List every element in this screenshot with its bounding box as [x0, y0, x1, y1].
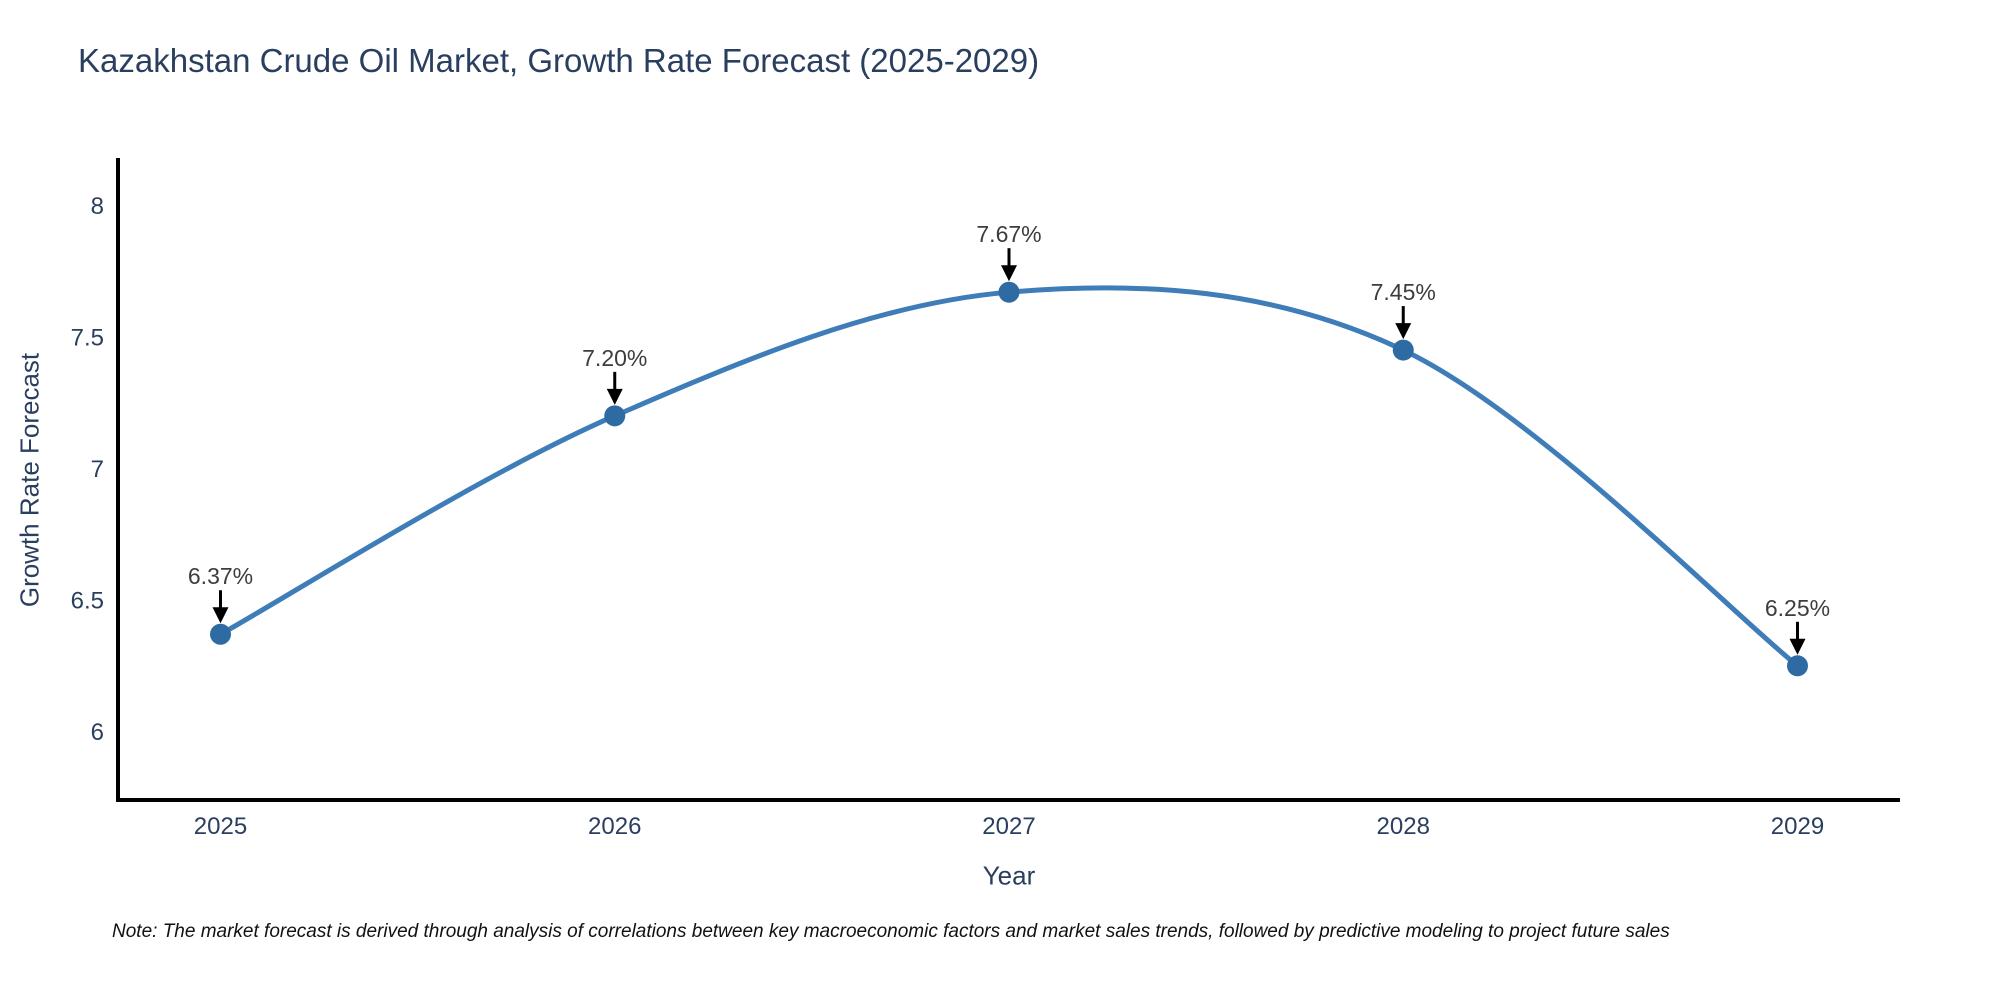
x-tick-label: 2027: [982, 813, 1035, 840]
forecast-line: [218, 285, 1800, 669]
y-tick-label: 6.5: [71, 588, 104, 615]
y-tick-label: 7: [91, 456, 104, 483]
x-tick-label: 2029: [1771, 813, 1824, 840]
data-label: 6.25%: [1765, 595, 1830, 621]
annotation-arrowhead-icon: [1001, 265, 1017, 282]
annotation-arrowhead-icon: [606, 388, 623, 405]
data-point-2029: [1786, 655, 1808, 677]
x-tick-label: 2025: [194, 813, 247, 840]
footnote: Note: The market forecast is derived thr…: [112, 921, 1670, 942]
data-point-2028: [1392, 339, 1414, 361]
x-tick-label: 2028: [1377, 813, 1430, 840]
y-tick-label: 8: [91, 193, 104, 220]
x-axis-title: Year: [982, 860, 1036, 891]
data-point-2025: [210, 623, 232, 645]
data-point-2026: [604, 405, 626, 427]
chart-title: Kazakhstan Crude Oil Market, Growth Rate…: [78, 42, 1040, 79]
annotation-arrowhead-icon: [212, 607, 229, 624]
data-label: 7.67%: [976, 221, 1041, 247]
data-label: 7.20%: [582, 345, 647, 371]
y-tick-label: 6: [91, 719, 104, 746]
x-tick-label: 2026: [588, 813, 641, 840]
y-tick-label: 7.5: [71, 324, 104, 351]
data-label: 6.37%: [188, 563, 253, 589]
data-label: 7.45%: [1371, 279, 1436, 305]
annotation-arrowhead-icon: [1789, 638, 1806, 655]
annotation-arrowhead-icon: [1395, 323, 1412, 340]
data-point-2027: [998, 281, 1020, 303]
